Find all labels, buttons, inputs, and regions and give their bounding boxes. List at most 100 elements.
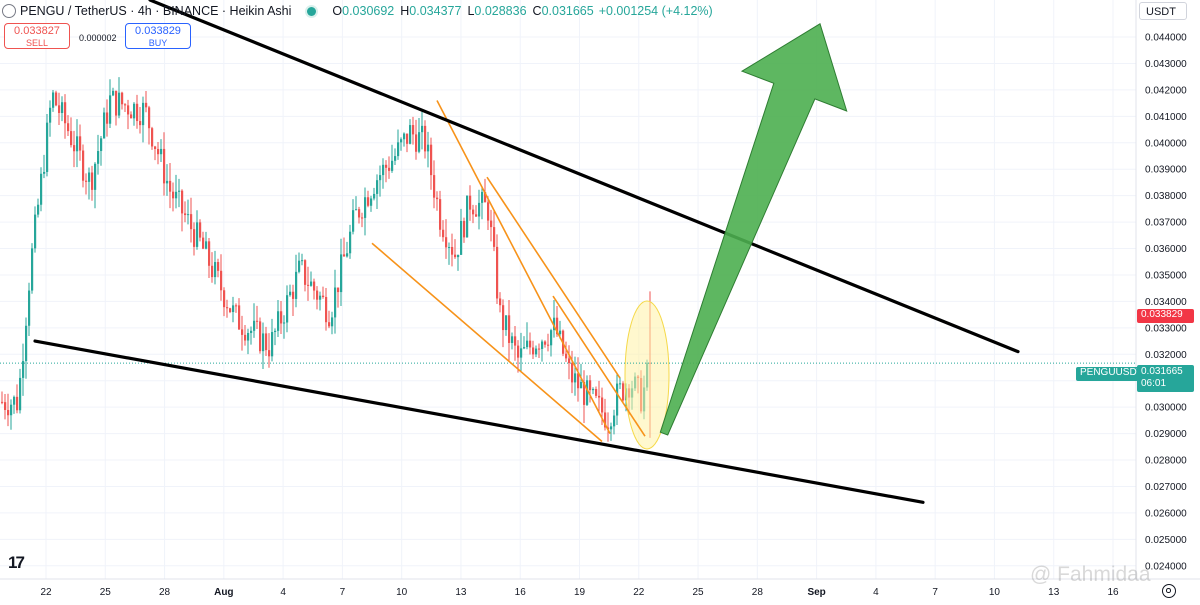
close-value: 0.031665	[541, 4, 594, 18]
price-tick-label: 0.043000	[1145, 59, 1187, 70]
candle-body	[199, 222, 202, 238]
candle-body	[175, 191, 178, 199]
candle-body	[52, 92, 55, 108]
candle-body	[217, 262, 220, 271]
candles	[1, 77, 652, 442]
candle-body	[514, 336, 517, 346]
close-label: C	[532, 4, 542, 18]
channel-line	[436, 100, 611, 434]
tradingview-logo-icon[interactable]: 17	[8, 553, 25, 572]
candle-body	[196, 222, 199, 247]
candle-body	[541, 341, 544, 349]
candle-body	[370, 198, 373, 206]
high-label: H	[400, 4, 410, 18]
candle-body	[568, 358, 571, 364]
price-tick-label: 0.044000	[1145, 33, 1187, 44]
candle-body	[94, 163, 97, 190]
candle-body	[553, 317, 556, 331]
candle-body	[1, 401, 4, 403]
low-value: 0.028836	[474, 4, 527, 18]
time-tick-label: 28	[752, 587, 764, 598]
candle-body	[127, 105, 130, 115]
candle-body	[397, 142, 400, 157]
candle-body	[316, 290, 319, 300]
sell-price: 0.033827	[14, 25, 60, 37]
candle-body	[220, 270, 223, 291]
upper-wedge-line	[148, 0, 1020, 354]
symbol-title[interactable]: PENGU / TetherUS · 4h · BINANCE · Heikin…	[20, 4, 292, 18]
sell-button[interactable]: 0.033827 SELL	[4, 23, 70, 49]
candle-body	[250, 330, 253, 333]
candle-body	[259, 321, 262, 352]
candle-body	[190, 214, 193, 230]
candle-body	[184, 213, 187, 216]
time-tick-label: 4	[280, 587, 286, 598]
time-tick-label: 10	[396, 587, 408, 598]
candle-body	[457, 254, 460, 258]
open-label: O	[332, 4, 343, 18]
candle-body	[223, 290, 226, 308]
candle-body	[577, 373, 580, 389]
candle-body	[529, 340, 532, 348]
candle-body	[508, 315, 511, 343]
price-tick-label: 0.037000	[1145, 218, 1187, 229]
candle-body	[349, 231, 352, 254]
candle-body	[148, 107, 151, 129]
candle-body	[238, 305, 241, 330]
candle-body	[280, 311, 283, 324]
price-tick-label: 0.040000	[1145, 138, 1187, 149]
candle-body	[592, 389, 595, 391]
price-axis[interactable]: 0.044000 0.043000 0.042000 0.041000 0.040000…	[1145, 33, 1187, 573]
candle-body	[334, 287, 337, 318]
chart-header: PENGU / TetherUS · 4h · BINANCE · Heikin…	[0, 2, 713, 20]
candle-body	[166, 180, 169, 184]
candle-body	[85, 180, 88, 182]
currency-button[interactable]: USDT	[1139, 2, 1187, 20]
time-tick-label: 7	[932, 587, 938, 598]
candle-body	[595, 389, 598, 396]
candle-body	[256, 320, 259, 322]
time-tick-label: 7	[340, 587, 346, 598]
symbol-tag: PENGUUSDT	[1076, 367, 1147, 381]
candle-body	[46, 122, 49, 172]
candle-body	[205, 241, 208, 249]
candle-body	[565, 353, 568, 359]
time-axis[interactable]: 22 25 28 Aug 4 7 10 13 16 19 22 25 28 Sep 4 7 10 13 16	[40, 587, 1119, 598]
buy-button[interactable]: 0.033829 BUY	[125, 23, 191, 49]
price-tick-label: 0.032000	[1145, 350, 1187, 361]
candle-body	[622, 383, 625, 401]
candle-body	[391, 160, 394, 171]
candle-body	[73, 145, 76, 152]
settings-gear-icon[interactable]	[1162, 584, 1176, 598]
candle-body	[214, 262, 217, 278]
candle-body	[298, 260, 301, 272]
price-tick-label: 0.028000	[1145, 456, 1187, 467]
candle-body	[88, 172, 91, 182]
ask-price-tag: 0.033829	[1137, 309, 1194, 323]
candle-body	[439, 199, 442, 230]
candle-body	[574, 373, 577, 383]
candle-body	[580, 381, 583, 389]
candle-body	[34, 214, 37, 249]
candle-body	[247, 332, 250, 341]
buy-label: BUY	[148, 38, 168, 48]
candle-body	[145, 102, 148, 108]
candle-body	[301, 260, 304, 262]
candle-body	[394, 156, 397, 161]
candle-body	[229, 308, 232, 313]
candle-body	[55, 92, 58, 106]
candle-body	[547, 344, 550, 346]
candle-body	[535, 348, 538, 355]
candle-body	[472, 209, 475, 215]
candle-body	[193, 229, 196, 247]
candle-body	[427, 144, 430, 152]
candle-body	[79, 136, 82, 151]
candle-body	[448, 246, 451, 248]
price-tick-label: 0.036000	[1145, 244, 1187, 255]
candle-body	[358, 209, 361, 218]
candle-body	[355, 209, 358, 211]
candle-body	[313, 281, 316, 291]
high-value: 0.034377	[409, 4, 462, 18]
candle-body	[31, 248, 34, 291]
